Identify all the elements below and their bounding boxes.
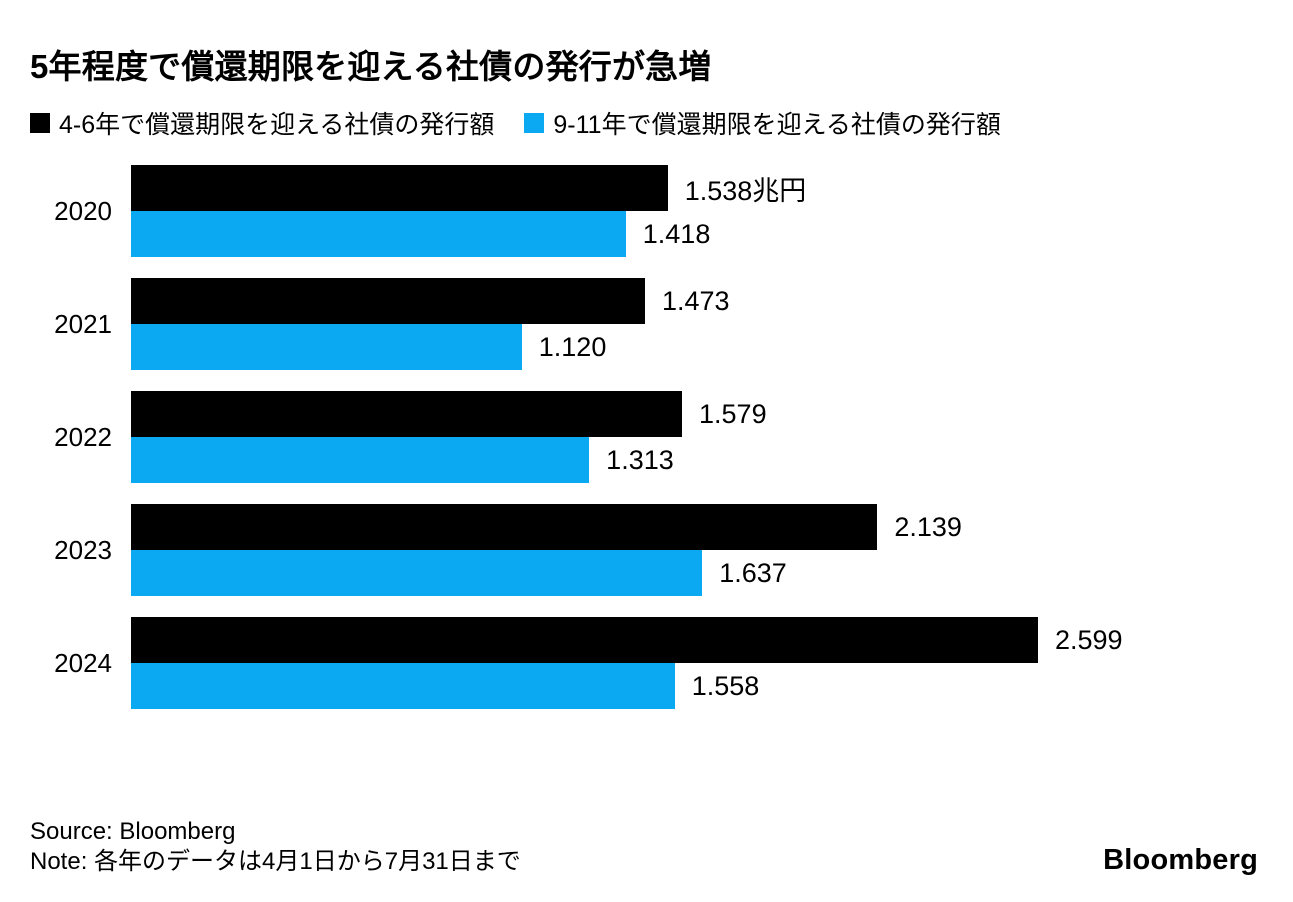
bars-column: 1.538兆円 1.418	[131, 165, 1293, 257]
bars-column: 2.599 1.558	[131, 617, 1293, 709]
year-label: 2023	[54, 534, 112, 565]
bar-row-short-maturity: 1.538兆円	[131, 165, 1293, 211]
legend: 4-6年で償還期限を迎える社債の発行額 9-11年で償還期限を迎える社債の発行額	[30, 105, 1001, 141]
blue-bar	[131, 437, 590, 483]
bar-group-2024: 2024 2.599 1.558	[30, 617, 1293, 709]
note-line: Note: 各年のデータは4月1日から7月31日まで	[30, 848, 521, 875]
bar-value-label: 2.599	[1054, 624, 1123, 655]
bar-value-label: 1.313	[606, 444, 674, 475]
legend-swatch-blue-icon	[524, 113, 545, 133]
black-bar	[131, 504, 878, 550]
bar-value-label: 1.473	[661, 285, 730, 316]
blue-bar	[131, 211, 626, 257]
bar-group-2023: 2023 2.139 1.637	[30, 504, 1293, 596]
bar-row-long-maturity: 1.313	[131, 437, 1293, 483]
bar-group-2020: 2020 1.538兆円 1.418	[30, 165, 1293, 257]
year-label: 2022	[54, 421, 112, 452]
bar-row-long-maturity: 1.120	[131, 324, 1293, 370]
legend-item-long-maturity: 9-11年で償還期限を迎える社債の発行額	[524, 105, 1001, 141]
black-bar	[131, 391, 683, 437]
bar-row-short-maturity: 1.579	[131, 391, 1293, 437]
bar-row-short-maturity: 1.473	[131, 278, 1293, 324]
bar-group-2021: 2021 1.473 1.120	[30, 278, 1293, 370]
chart-footer: Source: Bloomberg Note: 各年のデータは4月1日から7月3…	[30, 817, 1258, 877]
bars-column: 1.579 1.313	[131, 391, 1293, 483]
year-label: 2021	[54, 308, 112, 339]
legend-item-short-maturity: 4-6年で償還期限を迎える社債の発行額	[30, 105, 494, 141]
black-bar	[131, 165, 668, 211]
bar-row-long-maturity: 1.637	[131, 550, 1293, 596]
year-label: 2020	[54, 195, 112, 226]
bar-row-short-maturity: 2.599	[131, 617, 1293, 663]
bar-value-label: 1.558	[691, 670, 760, 701]
blue-bar	[131, 324, 522, 370]
black-bar	[131, 278, 645, 324]
bar-value-label: 2.139	[894, 511, 962, 542]
bar-row-long-maturity: 1.558	[131, 663, 1293, 709]
legend-label-short-maturity: 4-6年で償還期限を迎える社債の発行額	[59, 111, 495, 139]
bar-group-2022: 2022 1.579 1.313	[30, 391, 1293, 483]
bar-chart: 2020 1.538兆円 1.418 2021 1.473 1.120 2022 1.579 1…	[30, 165, 1293, 730]
chart-title: 5年程度で償還期限を迎える社債の発行が急増	[30, 48, 712, 85]
footnotes: Source: Bloomberg Note: 各年のデータは4月1日から7月3…	[30, 817, 521, 877]
bars-column: 2.139 1.637	[131, 504, 1293, 596]
bar-row-long-maturity: 1.418	[131, 211, 1293, 257]
bar-value-label: 1.637	[719, 557, 787, 588]
bloomberg-logo: Bloomberg	[1103, 844, 1258, 876]
blue-bar	[131, 550, 703, 596]
bars-column: 1.473 1.120	[131, 278, 1293, 370]
bar-value-label: 1.579	[699, 398, 767, 429]
black-bar	[131, 617, 1038, 663]
bar-value-label: 1.418	[642, 218, 711, 249]
bar-value-label: 1.538兆円	[684, 175, 807, 206]
blue-bar	[131, 663, 675, 709]
year-label: 2024	[54, 647, 112, 678]
source-line: Source: Bloomberg	[30, 818, 236, 845]
legend-swatch-black-icon	[30, 113, 50, 133]
legend-label-long-maturity: 9-11年で償還期限を迎える社債の発行額	[553, 111, 1001, 139]
bar-value-label: 1.120	[538, 331, 607, 362]
bar-row-short-maturity: 2.139	[131, 504, 1293, 550]
